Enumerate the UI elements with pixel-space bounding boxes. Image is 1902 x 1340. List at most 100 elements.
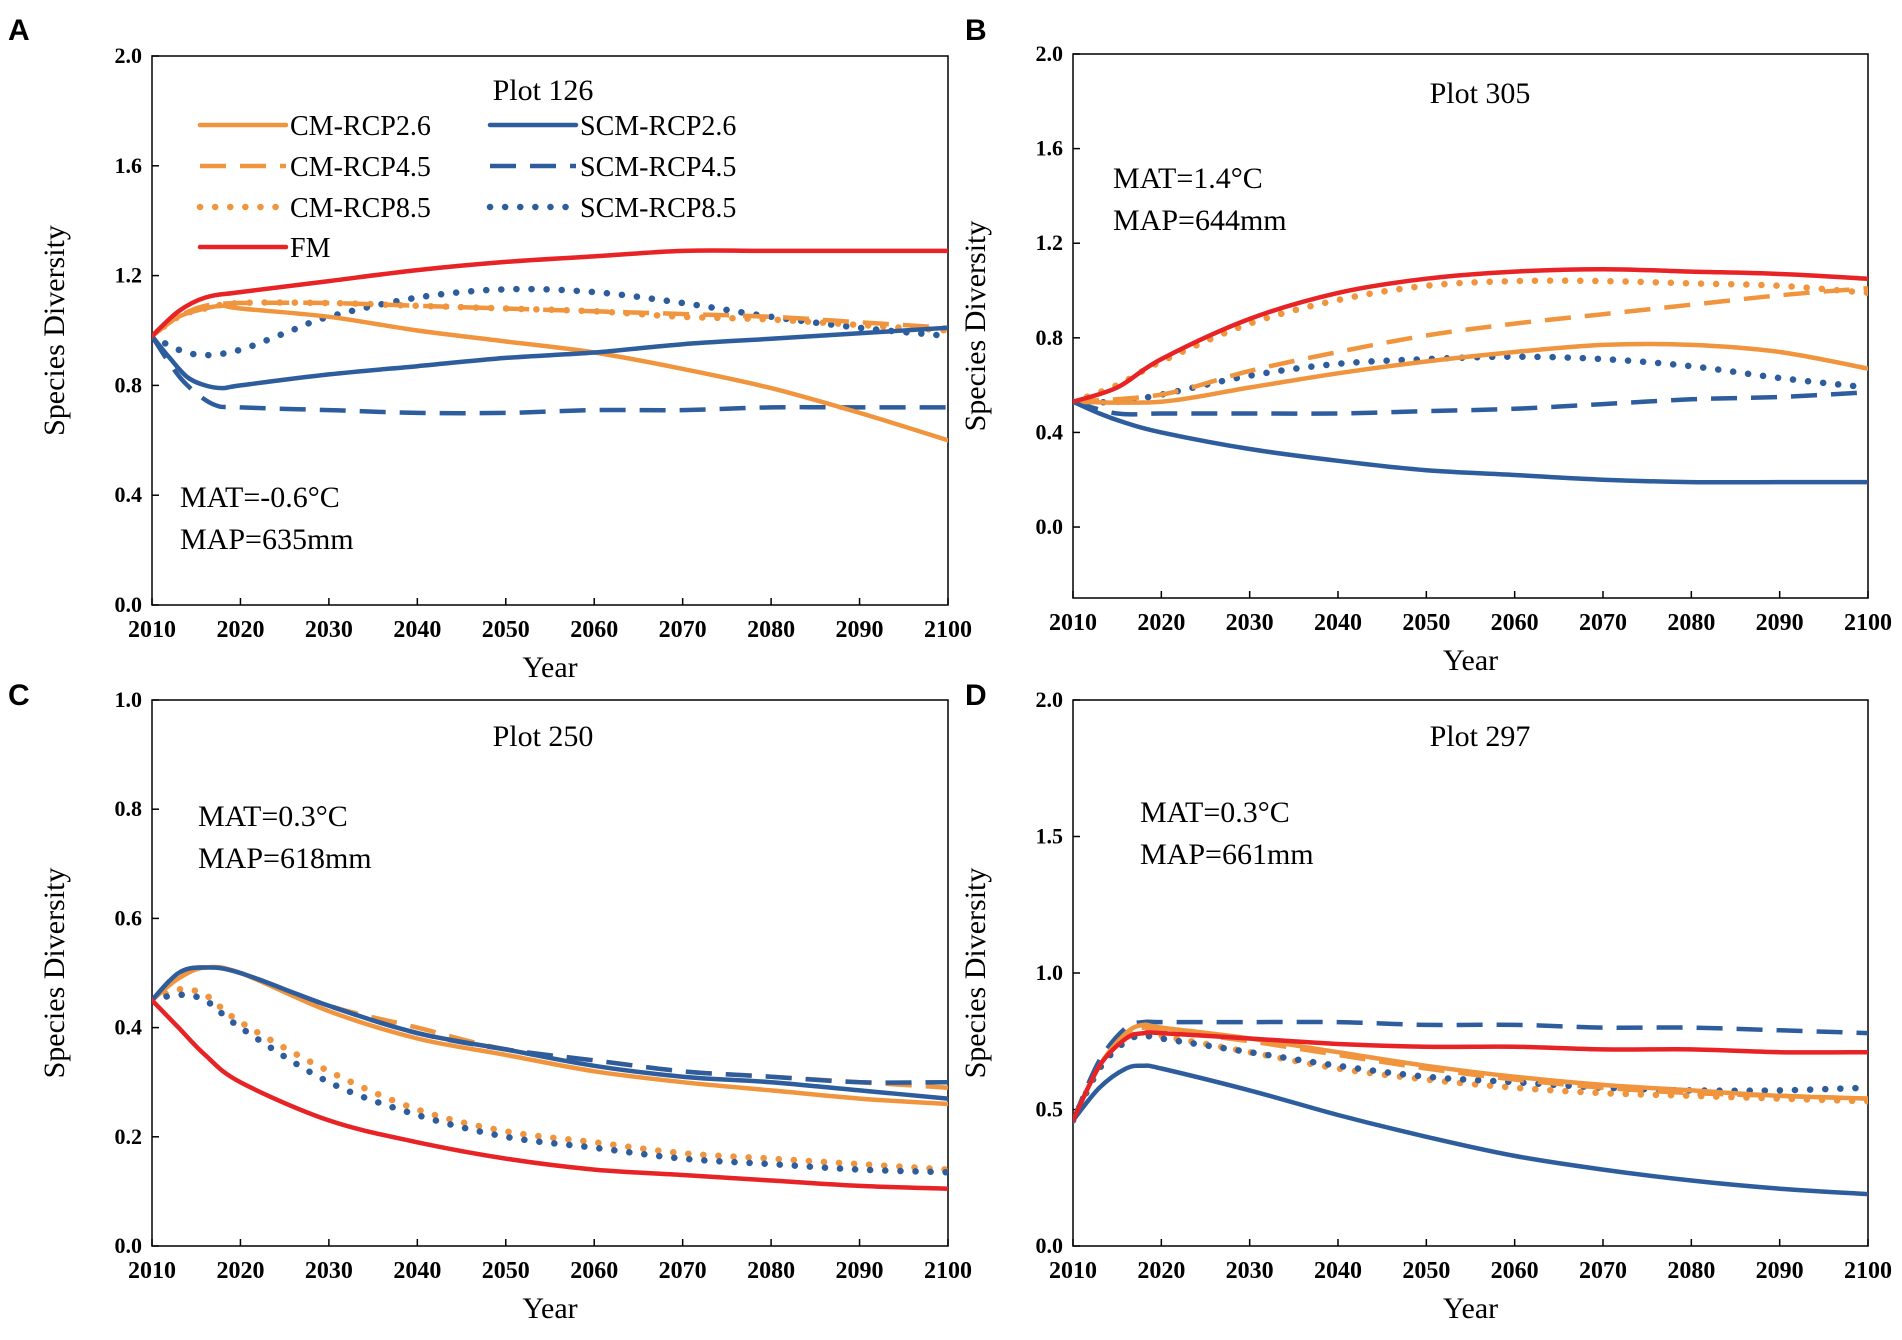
climate-annotation: MAP=661mm — [1140, 838, 1314, 871]
plot-title: Plot 250 — [493, 720, 594, 753]
x-axis-title: Year — [522, 1292, 577, 1325]
legend-label: CM-RCP2.6 — [290, 111, 431, 142]
x-tick-label: 2040 — [393, 1258, 441, 1284]
plot-frame — [1072, 699, 1869, 1247]
x-tick-label: 2030 — [1226, 610, 1274, 636]
x-tick-label: 2100 — [924, 1258, 972, 1284]
x-tick-label: 2060 — [1491, 610, 1539, 636]
x-tick-label: 2050 — [482, 617, 530, 643]
x-tick-label: 2080 — [747, 1258, 795, 1284]
x-tick-label: 2100 — [1844, 1258, 1892, 1284]
panel-letter: A — [8, 14, 30, 47]
x-tick-label: 2080 — [1667, 1258, 1715, 1284]
x-tick-label: 2090 — [1756, 610, 1804, 636]
climate-annotation: MAT=0.3°C — [198, 800, 348, 833]
plot-frame — [1072, 53, 1869, 599]
x-tick-label: 2010 — [1049, 610, 1097, 636]
y-tick-label: 1.6 — [1036, 136, 1064, 161]
x-tick-label: 2100 — [1844, 610, 1892, 636]
x-tick-label: 2070 — [659, 617, 707, 643]
legend-label: CM-RCP4.5 — [290, 152, 431, 183]
series-line-fm — [152, 998, 948, 1191]
x-tick-label: 2060 — [1491, 1258, 1539, 1284]
y-tick-label: 0.8 — [1036, 325, 1064, 350]
x-tick-label: 2040 — [1314, 610, 1362, 636]
y-axis-title: Species Diversity — [38, 868, 71, 1079]
y-axis-title: Species Diversity — [38, 225, 71, 436]
y-tick-label: 0.0 — [115, 1233, 143, 1258]
legend-label: CM-RCP8.5 — [290, 193, 431, 224]
y-tick-label: 0.5 — [1036, 1097, 1064, 1122]
legend-label: SCM-RCP8.5 — [580, 193, 736, 224]
y-tick-label: 0.8 — [115, 796, 143, 821]
y-tick-label: 0.6 — [115, 905, 143, 930]
series-line-scm-rcp45 — [152, 334, 948, 416]
series-line-scm-rcp85 — [152, 991, 948, 1176]
x-tick-label: 2020 — [216, 617, 264, 643]
y-tick-label: 1.0 — [115, 687, 143, 712]
legend: CM-RCP2.6 SCM-RCP2.6 CM-RCP4.5 SCM-RCP4.5 CM… — [196, 111, 736, 264]
y-tick-label: 0.4 — [115, 1015, 143, 1040]
x-tick-label: 2040 — [1314, 1258, 1362, 1284]
climate-annotation: MAT=1.4°C — [1113, 162, 1263, 195]
x-tick-label: 2010 — [1049, 1258, 1097, 1284]
y-tick-label: 0.4 — [115, 482, 143, 507]
series-line-scm-rcp85 — [152, 285, 948, 359]
series-line-fm — [1073, 1030, 1868, 1123]
y-tick-label: 0.0 — [1036, 1233, 1064, 1258]
series-line-cm-rcp45 — [1073, 1025, 1868, 1122]
series-group — [152, 964, 948, 1191]
x-axis-title: Year — [1443, 644, 1498, 677]
y-tick-label: 0.0 — [115, 592, 143, 617]
panel-letter: B — [965, 14, 987, 47]
y-tick-label: 0.0 — [1036, 514, 1064, 539]
x-tick-label: 2100 — [924, 617, 972, 643]
series-line-scm-rcp45 — [1073, 1019, 1868, 1122]
series-line-fm — [1073, 266, 1868, 404]
climate-annotation: MAP=635mm — [180, 523, 354, 556]
y-tick-label: 1.5 — [1036, 824, 1064, 849]
x-tick-label: 2080 — [1667, 610, 1715, 636]
series-line-cm-rcp26 — [152, 964, 948, 1107]
x-tick-label: 2060 — [570, 1258, 618, 1284]
x-tick-label: 2020 — [1137, 1258, 1185, 1284]
climate-annotation: MAT=-0.6°C — [180, 481, 340, 514]
y-tick-label: 0.4 — [1036, 419, 1064, 444]
x-tick-label: 2030 — [1226, 1258, 1274, 1284]
series-line-cm-rcp26 — [152, 303, 948, 443]
x-axis-title: Year — [1443, 1292, 1498, 1325]
y-tick-label: 1.2 — [1036, 230, 1064, 255]
series-line-scm-rcp26 — [1073, 1063, 1868, 1197]
x-tick-label: 2010 — [128, 617, 176, 643]
plot-title: Plot 126 — [493, 74, 594, 107]
x-tick-label: 2020 — [216, 1258, 264, 1284]
x-tick-label: 2050 — [482, 1258, 530, 1284]
climate-annotation: MAP=618mm — [198, 842, 372, 875]
x-tick-label: 2030 — [305, 617, 353, 643]
y-tick-label: 2.0 — [1036, 687, 1064, 712]
x-tick-label: 2060 — [570, 617, 618, 643]
series-line-scm-rcp26 — [1073, 399, 1868, 485]
x-tick-label: 2090 — [1756, 1258, 1804, 1284]
climate-annotation: MAP=644mm — [1113, 204, 1287, 237]
x-tick-label: 2070 — [1579, 1258, 1627, 1284]
x-tick-label: 2090 — [836, 617, 884, 643]
panel-A: A 0.0 0.4 0.8 1.2 1.6 2.0 2010 2020 2030 2040 2050 2… — [8, 14, 972, 684]
x-tick-label: 2080 — [747, 617, 795, 643]
x-tick-label: 2090 — [836, 1258, 884, 1284]
x-tick-label: 2040 — [393, 617, 441, 643]
panel-letter: C — [8, 679, 30, 712]
x-tick-label: 2050 — [1402, 1258, 1450, 1284]
series-line-cm-rcp45 — [1073, 285, 1868, 404]
y-tick-label: 2.0 — [115, 43, 143, 68]
series-line-fm — [152, 248, 948, 339]
plot-title: Plot 305 — [1430, 77, 1531, 110]
series-group — [152, 248, 948, 443]
series-line-cm-rcp26 — [1073, 1022, 1868, 1123]
plot-frame — [151, 55, 949, 606]
series-group — [1073, 1019, 1868, 1197]
climate-annotation: MAT=0.3°C — [1140, 796, 1290, 829]
x-tick-label: 2070 — [659, 1258, 707, 1284]
y-tick-label: 0.8 — [115, 372, 143, 397]
y-tick-label: 1.2 — [115, 263, 143, 288]
